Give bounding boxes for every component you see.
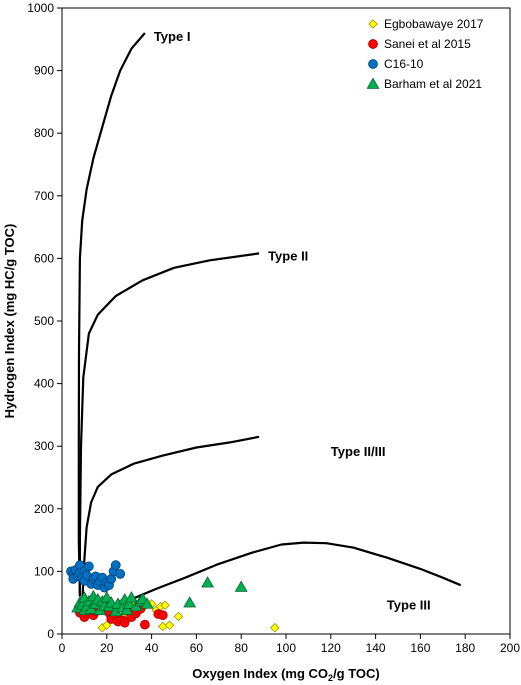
type-curves: Type I Type II Type II/III Type III xyxy=(77,29,462,613)
legend-label: C16-10 xyxy=(384,57,424,71)
y-tick-label: 200 xyxy=(34,502,54,516)
axes: 0 100 200 300 400 500 600 700 800 900 1000 0 20 40 60 8… xyxy=(27,1,520,655)
y-tick-label: 700 xyxy=(34,189,54,203)
legend-marker xyxy=(368,19,378,29)
x-tick-label: 0 xyxy=(59,641,66,655)
series-barham-et-al-2021 xyxy=(71,576,248,617)
type-curve-label: Type I xyxy=(154,29,191,44)
data-point xyxy=(157,610,168,621)
y-axis-title: Hydrogen Index (mg HC/g TOC) xyxy=(2,224,17,419)
legend: Egbobawaye 2017 Sanei et al 2015 C16-10 Bar… xyxy=(366,17,484,91)
legend-item: C16-10 xyxy=(368,57,424,71)
x-tick-label: 160 xyxy=(410,641,430,655)
data-points xyxy=(66,560,280,633)
data-point xyxy=(164,620,175,630)
y-tick-label: 300 xyxy=(34,439,54,453)
y-tick-label: 0 xyxy=(47,627,54,641)
series-c16-10 xyxy=(66,560,126,593)
data-point xyxy=(110,560,121,570)
plot-area xyxy=(61,7,511,635)
x-tick-label: 120 xyxy=(321,641,341,655)
data-point xyxy=(84,561,94,572)
x-tick-label: 60 xyxy=(190,641,204,655)
y-tick-label: 800 xyxy=(34,126,54,140)
type-curve xyxy=(110,541,462,610)
legend-item: Sanei et al 2015 xyxy=(368,37,471,51)
data-point xyxy=(234,580,248,592)
x-tick-label: 80 xyxy=(235,641,249,655)
y-tick-label: 900 xyxy=(34,64,54,78)
data-point xyxy=(119,617,130,628)
data-point xyxy=(120,603,134,615)
type-curve xyxy=(81,435,260,603)
data-point xyxy=(183,596,197,608)
type-curve-label: Type II/III xyxy=(331,444,386,459)
x-axis-title-sub: 2 xyxy=(328,673,333,683)
legend-label: Barham et al 2021 xyxy=(384,77,482,91)
x-tick-label: 40 xyxy=(145,641,159,655)
x-tick-label: 200 xyxy=(500,641,520,655)
data-point xyxy=(201,576,215,588)
legend-label: Sanei et al 2015 xyxy=(384,37,471,51)
x-tick-label: 140 xyxy=(366,641,386,655)
x-tick-label: 180 xyxy=(455,641,475,655)
type-curve-label: Type II xyxy=(268,248,308,263)
data-point xyxy=(122,597,136,609)
type-curve xyxy=(78,252,260,597)
y-tick-label: 100 xyxy=(34,564,54,578)
data-point xyxy=(140,619,150,630)
x-tick-label: 100 xyxy=(276,641,296,655)
data-point xyxy=(160,600,170,610)
type-curve-label: Type III xyxy=(387,598,431,613)
x-tick-label: 20 xyxy=(100,641,114,655)
x-axis-title: Oxygen Index (mg CO2/g TOC) xyxy=(192,666,380,683)
legend-item: Barham et al 2021 xyxy=(366,77,482,91)
data-point xyxy=(140,597,154,609)
legend-marker xyxy=(368,59,378,69)
data-point xyxy=(102,620,112,630)
x-axis-title-post: /g TOC) xyxy=(333,666,380,681)
type-curve xyxy=(77,32,146,597)
data-point xyxy=(270,623,280,633)
y-tick-label: 400 xyxy=(34,377,54,391)
y-tick-label: 500 xyxy=(34,314,54,328)
y-tick-label: 1000 xyxy=(27,1,54,15)
legend-label: Egbobawaye 2017 xyxy=(384,17,484,31)
data-point xyxy=(115,569,126,579)
data-point xyxy=(125,591,138,603)
y-tick-label: 600 xyxy=(34,251,54,265)
legend-item: Egbobawaye 2017 xyxy=(368,17,484,31)
legend-marker xyxy=(368,39,378,49)
data-point xyxy=(173,611,184,622)
legend-marker xyxy=(366,77,380,89)
x-axis-title-pre: Oxygen Index (mg CO xyxy=(192,666,328,681)
